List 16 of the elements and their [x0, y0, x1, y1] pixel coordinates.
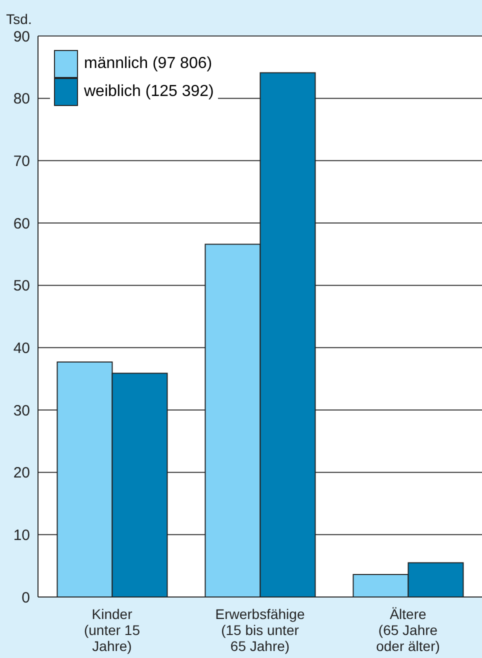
x-tick-label: Erwerbsfähige (15 bis unter 65 Jahre)	[215, 606, 305, 654]
y-tick-label: 70	[13, 152, 30, 170]
y-axis-title: Tsd.	[6, 11, 32, 27]
y-tick-label: 80	[13, 90, 30, 108]
y-tick-label: 60	[13, 215, 30, 232]
x-tick-label: Kinder (unter 15 Jahre)	[84, 606, 140, 654]
x-tick-label: Ältere (65 Jahre oder älter)	[376, 606, 440, 654]
y-tick-label: 90	[13, 28, 30, 46]
y-tick-label: 0	[22, 589, 30, 606]
y-tick-label: 30	[13, 402, 30, 420]
y-tick-label: 20	[13, 464, 30, 482]
y-tick-label: 10	[13, 526, 30, 544]
legend-label: männlich (97 806)	[84, 55, 212, 73]
y-tick-label: 40	[13, 340, 30, 357]
y-tick-label: 50	[13, 278, 30, 295]
legend-label: weiblich (125 392)	[84, 83, 214, 101]
